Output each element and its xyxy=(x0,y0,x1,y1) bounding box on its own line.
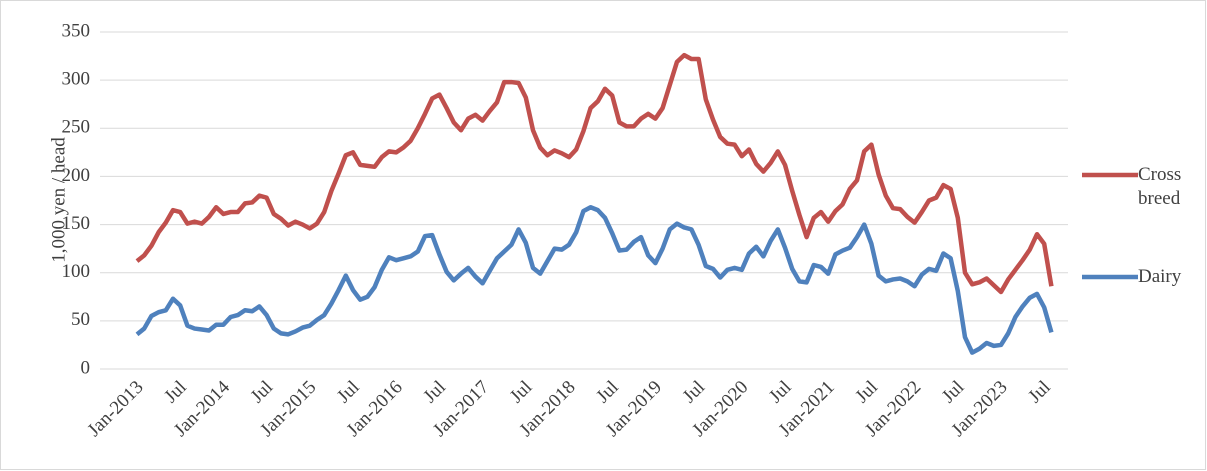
y-tick-label: 350 xyxy=(62,20,91,41)
y-tick-label: 300 xyxy=(62,69,91,90)
y-axis-label: 1,000 yen / head xyxy=(48,137,69,263)
legend-label: Dairy xyxy=(1138,266,1182,287)
data-line xyxy=(135,52,1054,295)
y-tick-label: 100 xyxy=(62,261,91,282)
y-tick-label: 250 xyxy=(62,117,91,138)
legend-label: Cross breed xyxy=(1138,164,1182,209)
y-tick-label: 200 xyxy=(62,165,91,186)
y-tick-label: 150 xyxy=(62,213,91,234)
y-tick-label: 50 xyxy=(71,309,90,330)
data-line xyxy=(135,204,1054,355)
y-tick-label: 0 xyxy=(81,357,91,378)
